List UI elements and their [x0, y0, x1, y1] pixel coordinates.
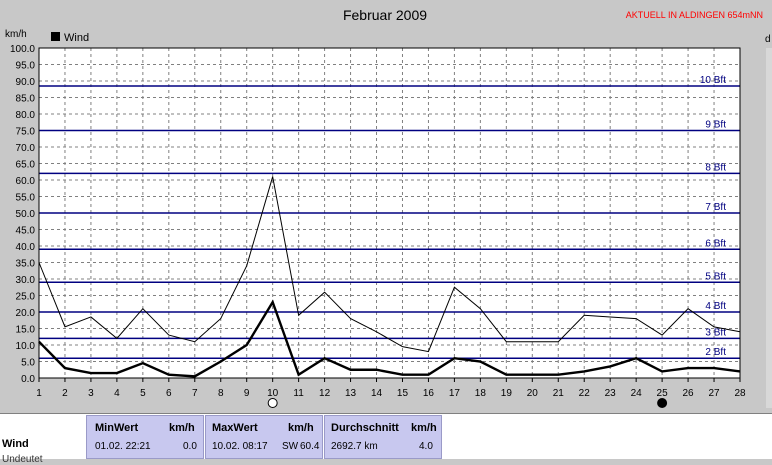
x-tick-label: 24 — [631, 388, 643, 399]
y-tick-label: 50.0 — [16, 209, 36, 220]
x-tick-label: 8 — [218, 388, 224, 399]
x-tick-label: 17 — [449, 388, 461, 399]
min-date: 01.02. 22:21 — [95, 441, 151, 452]
avg-panel: Durchschnitt km/h 2692.7 km 4.0 — [324, 415, 442, 459]
min-panel: MinWert km/h 01.02. 22:21 0.0 — [86, 415, 204, 459]
moon-markers — [267, 398, 668, 408]
y-tick-label: 0.0 — [21, 374, 35, 385]
beaufort-label: 6 Bft — [705, 238, 726, 249]
legend-swatch — [51, 32, 60, 41]
stats-row-label: Wind — [2, 438, 29, 450]
series-line-mean-bold — [38, 299, 741, 378]
x-tick-label: 16 — [423, 388, 435, 399]
beaufort-label: 4 Bft — [705, 301, 726, 312]
beaufort-label: 8 Bft — [705, 162, 726, 173]
x-tick-label: 12 — [319, 388, 331, 399]
chart-title: Februar 2009 — [343, 7, 427, 23]
x-tick-label: 2 — [62, 388, 68, 399]
max-unit: km/h — [288, 422, 314, 434]
min-value: 0.0 — [183, 441, 197, 452]
max-panel: MaxWert km/h 10.02. 08:17 SW 60.4 — [205, 415, 323, 459]
y-tick-label: 40.0 — [16, 242, 36, 253]
y-tick-label: 75.0 — [16, 127, 36, 138]
series-line-gust-thin — [38, 176, 741, 353]
y-tick-label: 100.0 — [10, 44, 35, 55]
max-value: 60.4 — [300, 441, 320, 452]
x-tick-label: 15 — [397, 388, 409, 399]
x-tick-label: 7 — [192, 388, 198, 399]
y-tick-label: 20.0 — [16, 308, 36, 319]
x-tick-label: 19 — [501, 388, 513, 399]
x-tick-label: 28 — [734, 388, 746, 399]
beaufort-label: 7 Bft — [705, 202, 726, 213]
avg-value: 4.0 — [419, 441, 433, 452]
x-tick-label: 11 — [293, 388, 304, 399]
min-unit: km/h — [169, 422, 195, 434]
y-tick-label: 45.0 — [16, 226, 36, 237]
avg-title: Durchschnitt — [331, 422, 399, 434]
min-title: MinWert — [95, 422, 139, 434]
x-tick-label: 5 — [140, 388, 146, 399]
x-tick-label: 3 — [88, 388, 94, 399]
x-tick-label: 4 — [114, 388, 120, 399]
plot-frame — [38, 47, 741, 379]
x-tick-label: 21 — [553, 388, 565, 399]
stats-row-label-2: Undeutet — [2, 454, 43, 465]
y-tick-label: 25.0 — [16, 292, 36, 303]
station-label: AKTUELL IN ALDINGEN 654mNN — [626, 10, 763, 20]
axes: 0.0 5.0 10.0 15.0 20.0 25.0 30.0 35.0 40.0 45.0 50… — [10, 44, 746, 399]
right-scroll-edge — [766, 48, 772, 408]
x-tick-label: 6 — [166, 388, 172, 399]
y-tick-label: 10.0 — [16, 341, 36, 352]
x-tick-label: 20 — [527, 388, 539, 399]
beaufort-label: 2 Bft — [705, 347, 726, 358]
x-tick-label: 23 — [605, 388, 617, 399]
y-tick-label: 65.0 — [16, 160, 36, 171]
new-moon-icon — [657, 398, 668, 408]
y-tick-label: 5.0 — [21, 358, 35, 369]
beaufort-label: 10 Bft — [700, 75, 726, 86]
avg-distance: 2692.7 km — [331, 441, 378, 452]
y-tick-label: 60.0 — [16, 176, 36, 187]
y-tick-label: 95.0 — [16, 61, 36, 72]
series-lines — [38, 176, 741, 378]
max-date: 10.02. 08:17 — [212, 441, 268, 452]
y-axis-unit: km/h — [5, 29, 27, 40]
x-tick-label: 14 — [371, 388, 383, 399]
x-tick-label: 27 — [708, 388, 720, 399]
y-tick-label: 35.0 — [16, 259, 36, 270]
beaufort-label: 5 Bft — [705, 271, 726, 282]
max-title: MaxWert — [212, 422, 258, 434]
x-tick-label: 22 — [579, 388, 591, 399]
beaufort-label: 9 Bft — [705, 120, 726, 131]
stats-bar: Wind Undeutet MinWert km/h 01.02. 22:21 … — [0, 413, 772, 465]
legend-label: Wind — [64, 32, 89, 44]
max-direction: SW — [282, 441, 299, 452]
wind-chart: Februar 2009 AKTUELL IN ALDINGEN 654mNN … — [5, 7, 772, 408]
y-tick-label: 70.0 — [16, 143, 36, 154]
y-tick-label: 55.0 — [16, 193, 36, 204]
x-tick-label: 26 — [683, 388, 695, 399]
y-tick-label: 15.0 — [16, 325, 36, 336]
full-moon-icon — [267, 398, 278, 408]
avg-unit: km/h — [411, 422, 437, 434]
x-tick-label: 1 — [36, 388, 42, 399]
x-tick-label: 18 — [475, 388, 487, 399]
x-tick-label: 9 — [244, 388, 250, 399]
x-tick-label: 25 — [657, 388, 669, 399]
right-axis-label: d — [765, 34, 771, 45]
beaufort-lines: 10 Bft 9 Bft 8 Bft 7 Bft 6 Bft 5 Bft 4 Bft 3 Bf… — [39, 75, 740, 359]
y-tick-label: 85.0 — [16, 94, 36, 105]
beaufort-label: 3 Bft — [705, 327, 726, 338]
grid — [39, 48, 740, 378]
y-tick-label: 90.0 — [16, 77, 36, 88]
x-tick-label: 13 — [345, 388, 357, 399]
x-tick-label: 10 — [267, 388, 279, 399]
y-tick-label: 30.0 — [16, 275, 36, 286]
y-tick-label: 80.0 — [16, 110, 36, 121]
